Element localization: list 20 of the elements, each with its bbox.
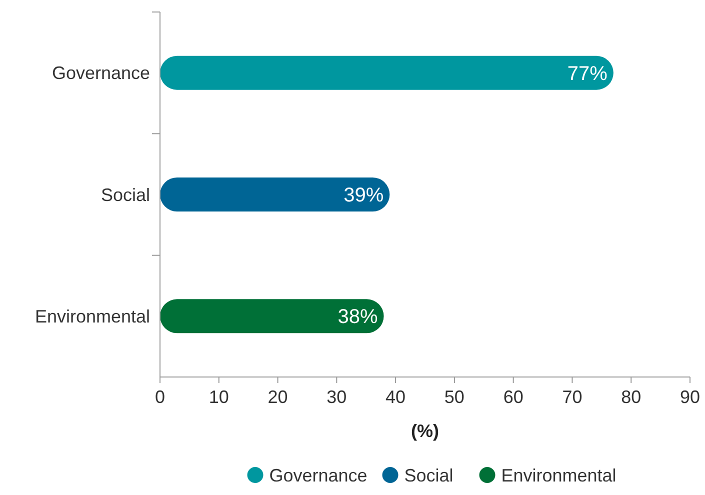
legend-label: Social: [404, 465, 454, 486]
x-tick-label: 60: [503, 387, 524, 407]
x-tick-label: 50: [444, 387, 464, 407]
x-tick-label: 10: [208, 387, 229, 407]
legend-label: Environmental: [501, 465, 616, 486]
x-tick-label: 80: [621, 387, 642, 407]
y-tick-label: Social: [100, 184, 150, 205]
x-tick-label: 70: [562, 387, 582, 407]
x-tick-label: 40: [386, 387, 406, 407]
legend-label: Governance: [269, 465, 368, 486]
x-tick-label: 30: [326, 387, 347, 407]
y-tick-label: Environmental: [34, 306, 150, 326]
x-axis-title: (%): [411, 421, 439, 441]
x-tick-label: 90: [680, 387, 700, 407]
x-tick-label: 20: [268, 387, 288, 407]
data-label: 77%: [567, 62, 608, 85]
data-label: 38%: [338, 306, 378, 328]
data-label: 39%: [344, 184, 384, 206]
x-tick-label: 0: [154, 387, 166, 407]
y-tick-label: Governance: [52, 63, 150, 84]
